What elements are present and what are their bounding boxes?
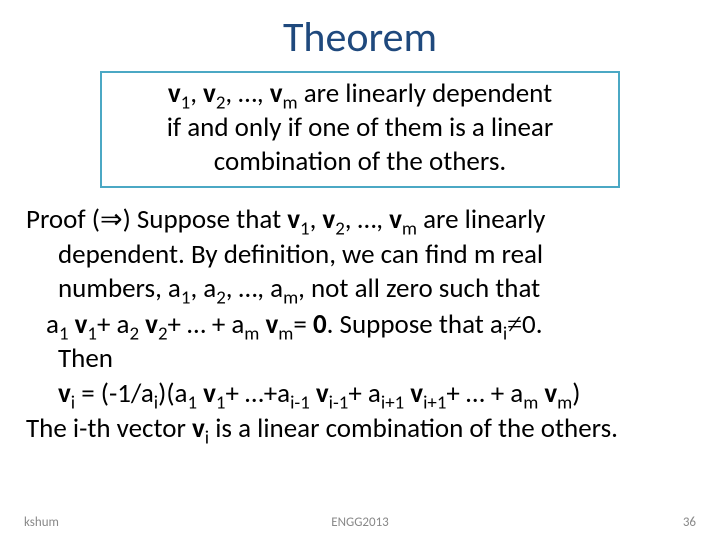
theorem-line-1: v1, v2, …, vm are linearly dependent (112, 77, 608, 111)
proof-line-7: The i-th vector vi is a linear combinati… (26, 412, 694, 447)
slide: Theorem v1, v2, …, vm are linearly depen… (0, 0, 720, 540)
proof-line-5: Then (26, 342, 694, 377)
proof-line-4: a1 v1+ a2 v2+ … + am vm= 0. Suppose that… (26, 307, 694, 343)
theorem-line-3: combination of the others. (112, 145, 608, 179)
proof-body: Proof (⇒) Suppose that v1, v2, …, vm are… (20, 202, 700, 446)
theorem-box: v1, v2, …, vm are linearly dependent if … (100, 71, 620, 188)
footer-page-number: 36 (683, 515, 696, 530)
proof-line-3: numbers, a1, a2, …, am, not all zero suc… (26, 272, 694, 307)
footer-author: kshum (24, 515, 59, 530)
footer: kshum ENGG2013 36 (0, 515, 720, 530)
proof-line-2: dependent. By definition, we can find m … (26, 238, 694, 273)
theorem-line-2: if and only if one of them is a linear (112, 111, 608, 145)
proof-line-6: vi = (-1/ai)(a1 v1+ …+ai-1 vi-1+ ai+1 vi… (26, 377, 694, 412)
slide-title: Theorem (20, 12, 700, 63)
footer-course: ENGG2013 (331, 515, 389, 530)
proof-line-1: Proof (⇒) Suppose that v1, v2, …, vm are… (26, 202, 694, 238)
